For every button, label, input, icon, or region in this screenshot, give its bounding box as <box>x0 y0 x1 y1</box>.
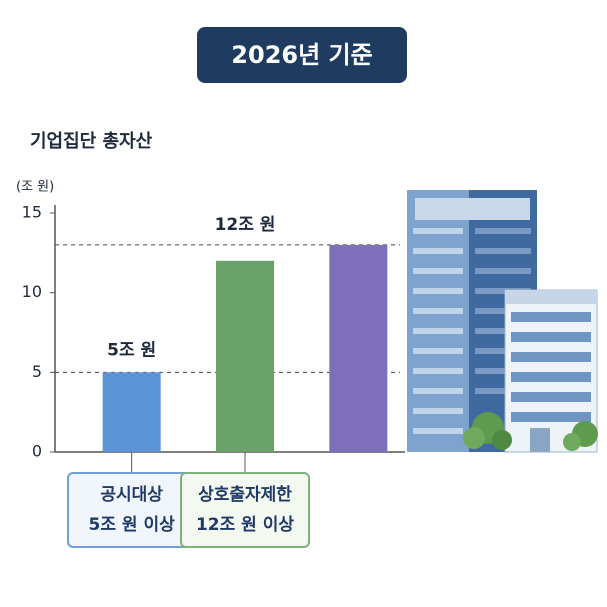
y-tick-label: 10 <box>22 282 42 301</box>
y-tick-label: 15 <box>22 203 42 222</box>
category-label: 공시대상 5조 원 이상 <box>66 472 197 548</box>
value-label: 5조 원 <box>107 340 156 360</box>
building-illustration <box>407 190 598 453</box>
bar <box>329 244 388 452</box>
category-label: 상호출자제한 12조 원 이상 <box>180 472 310 548</box>
bar <box>216 260 274 452</box>
y-axis-label: (조 원) <box>16 180 54 195</box>
chart-title: 2026년 기준 <box>231 41 372 69</box>
chart-subtitle: 기업집단 총자산 <box>30 131 153 152</box>
y-tick-label: 5 <box>32 362 42 381</box>
value-label: 12조 원 <box>215 215 276 235</box>
y-tick-label: 0 <box>32 442 42 461</box>
bar <box>102 372 161 452</box>
title-badge <box>197 27 407 83</box>
